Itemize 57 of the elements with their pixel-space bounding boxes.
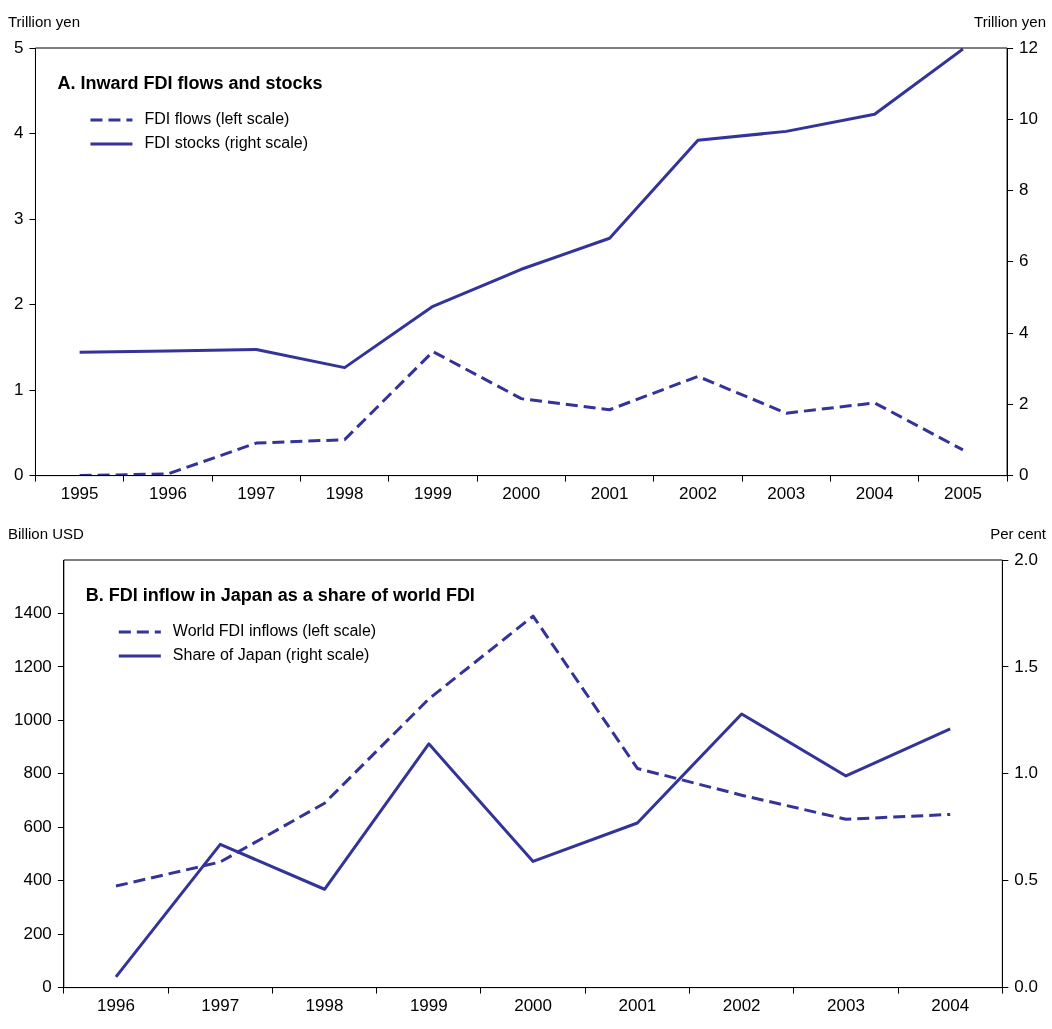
y-tick-label: 400 [23,870,52,890]
legend-label: FDI flows (left scale) [144,110,290,128]
x-tick-label: 2000 [514,996,553,1016]
y2-axis-title: Per cent [990,524,1047,542]
x-tick-label: 1996 [149,484,187,504]
y-tick-label: 1400 [13,603,52,623]
legend-label: FDI stocks (right scale) [144,134,309,152]
y-tick-label: 1000 [13,710,52,730]
y2-tick-label: 1.5 [1014,656,1039,676]
y2-tick-label: 8 [1019,180,1029,200]
x-tick-label: 1999 [409,996,448,1016]
x-tick-label: 2005 [944,484,982,504]
x-tick-label: 2002 [722,996,761,1016]
y2-tick-label: 2.0 [1014,549,1039,569]
text: A. Inward FDI flows and stocks [57,72,323,93]
y2-axis-title: Trillion yen [974,12,1046,30]
y2-tick-label: 0 [1019,465,1029,485]
y-tick-label: 0 [13,465,24,485]
y2-tick-label: 0.5 [1014,870,1039,890]
y2-tick-label: 0.0 [1014,977,1039,997]
x-tick-label: 1999 [414,484,452,504]
x-tick-label: 2001 [618,996,657,1016]
y-tick-label: 5 [13,37,24,57]
y2-tick-label: 4 [1019,322,1029,342]
x-tick-label: 1998 [325,484,364,504]
y2-tick-label: 6 [1019,251,1029,271]
x-tick-label: 2002 [679,484,717,504]
y2-tick-label: 12 [1019,37,1039,57]
x-tick-label: 2004 [931,996,970,1016]
legend-label: World FDI inflows (left scale) [172,622,377,640]
y2-tick-label: 10 [1019,108,1039,128]
y-axis-title: Billion USD [8,524,85,542]
legend-label: Share of Japan (right scale) [172,646,370,664]
x-tick-label: 1997 [237,484,276,504]
x-tick-label: 1996 [97,996,135,1016]
x-tick-label: 2003 [767,484,806,504]
x-tick-label: 2004 [855,484,894,504]
y-tick-label: 1 [13,379,24,399]
y-tick-label: 1200 [13,656,52,676]
y-tick-label: 3 [13,208,24,228]
text: B. FDI inflow in Japan as a share of world FDI [85,584,475,605]
x-tick-label: 2001 [590,484,629,504]
y-tick-label: 2 [13,294,24,314]
y-tick-label: 800 [23,763,52,783]
y-tick-label: 0 [42,977,52,997]
line-series [78,350,965,476]
y2-tick-label: 1.0 [1014,763,1039,783]
y2-tick-label: 2 [1019,394,1029,414]
y-tick-label: 4 [13,123,24,143]
y-axis-title: Trillion yen [8,12,80,30]
x-tick-label: 2003 [827,996,865,1016]
x-tick-label: 1997 [201,996,240,1016]
x-tick-label: 2000 [502,484,541,504]
x-tick-label: 1998 [305,996,344,1016]
y-tick-label: 600 [23,816,52,836]
x-tick-label: 1995 [60,484,99,504]
y-tick-label: 200 [23,923,52,943]
